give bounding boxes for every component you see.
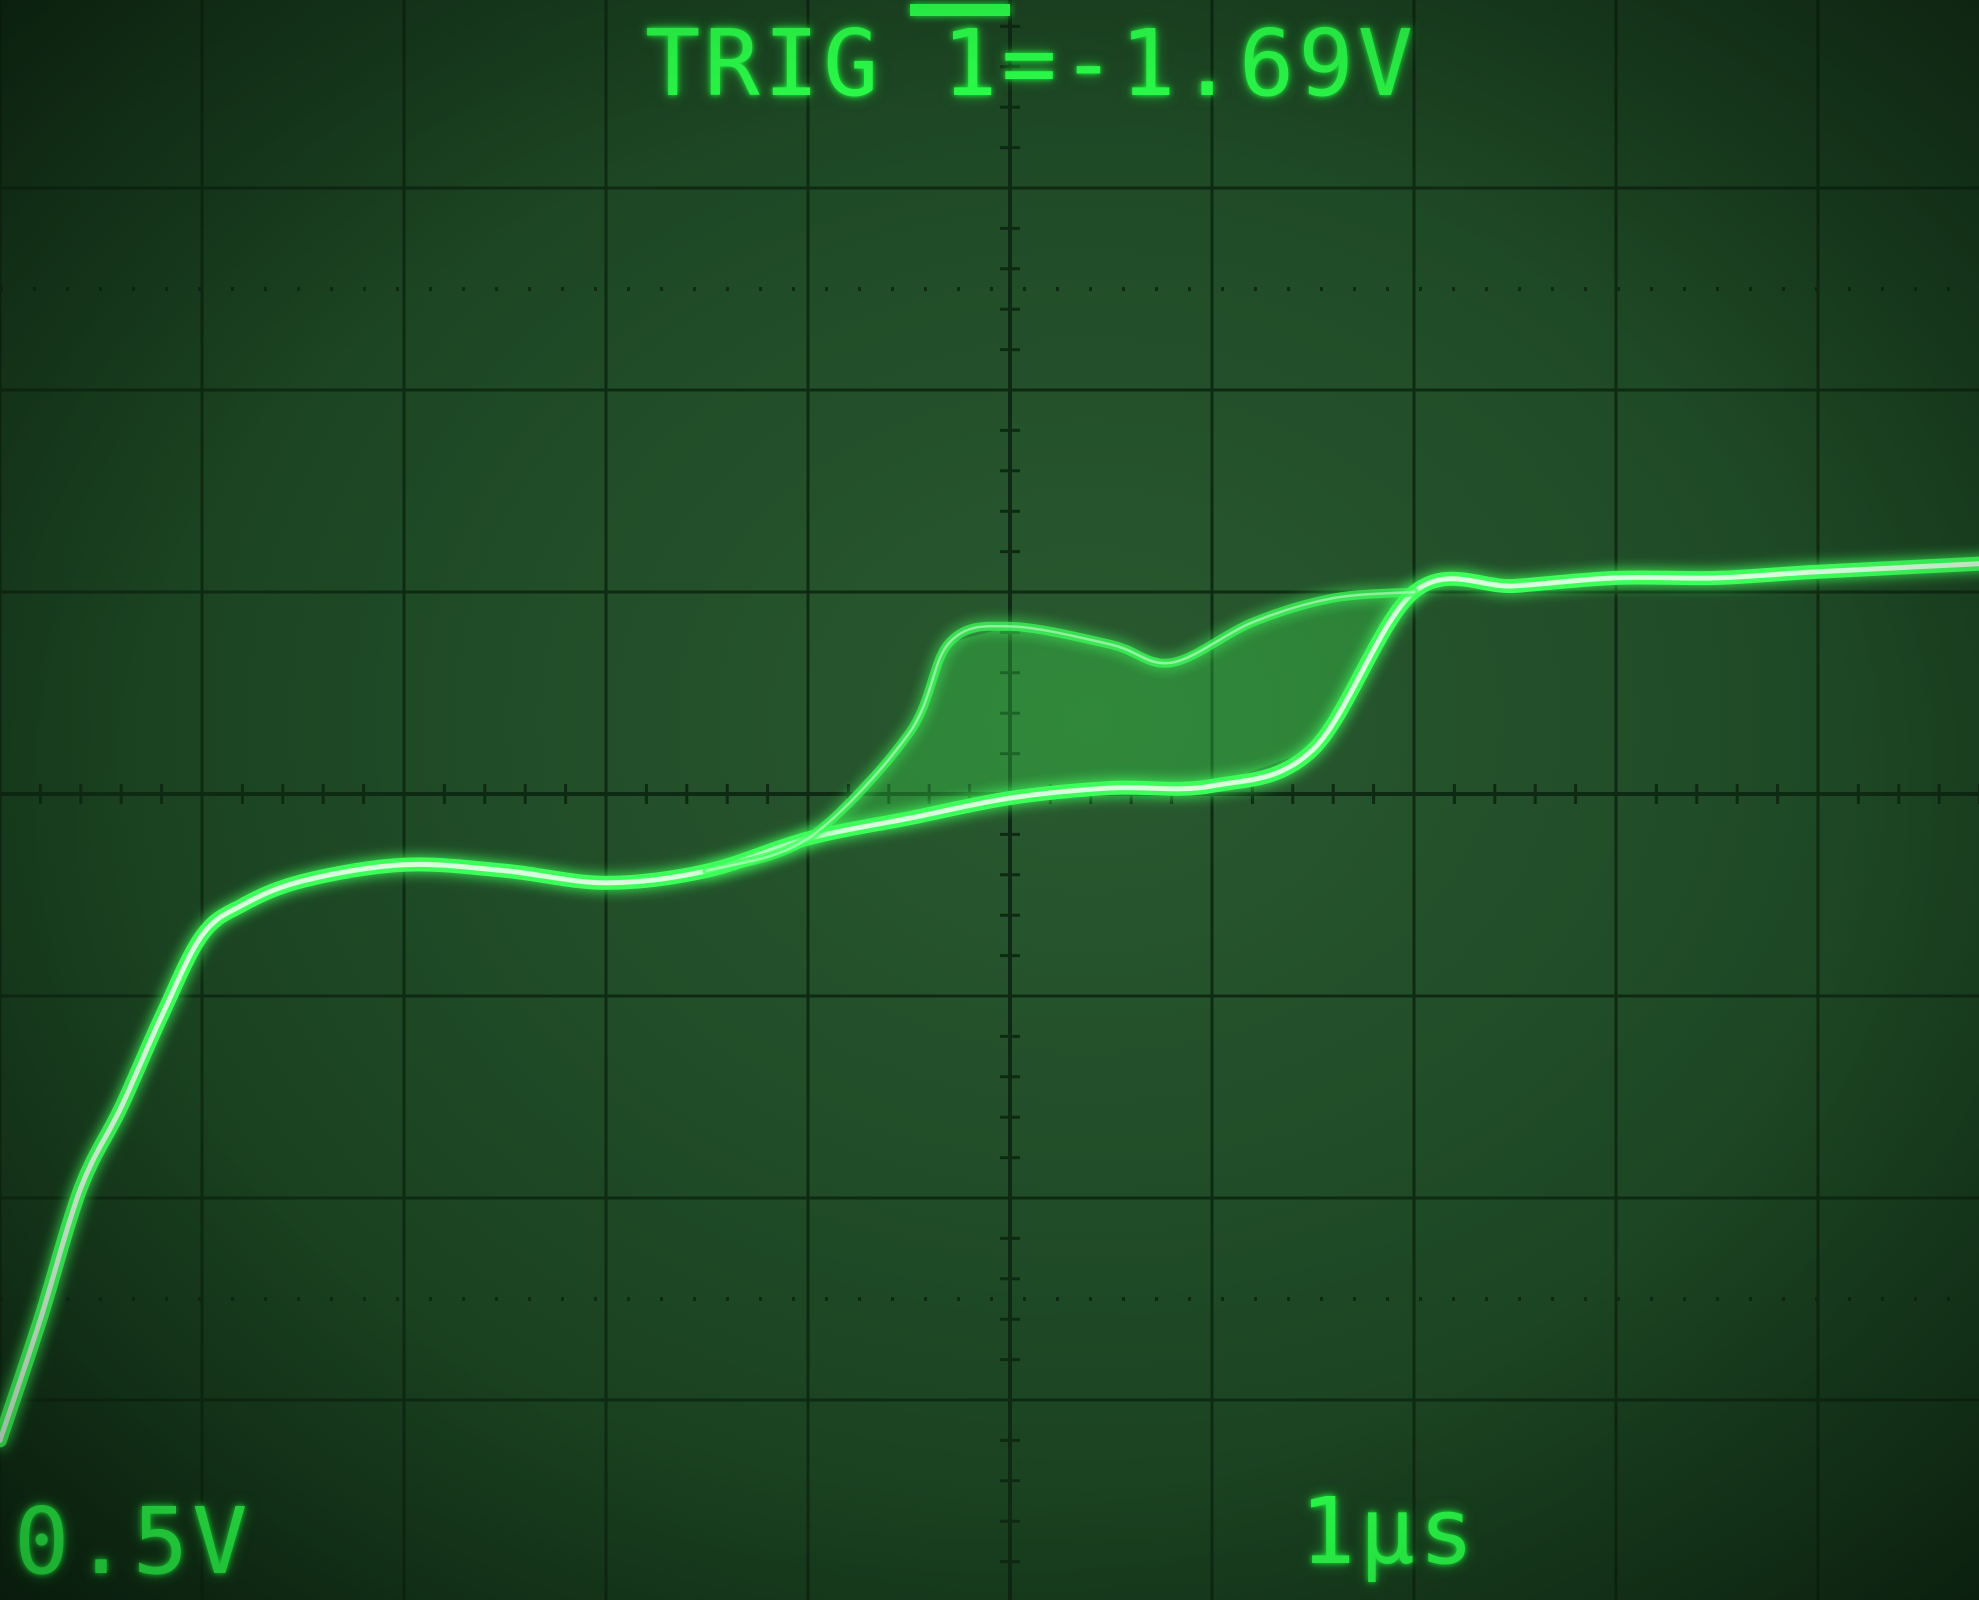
trace-envelope (707, 592, 1414, 871)
trace-1-line (705, 590, 1416, 873)
trace-layer (0, 556, 1979, 1448)
time-scale-readout: 1µs (1300, 1478, 1479, 1585)
trigger-readout: TRIG 1=-1.69V (645, 10, 1418, 117)
trigger-level-marker (910, 4, 1010, 16)
vertical-scale-readout: 0.5V (14, 1488, 252, 1595)
